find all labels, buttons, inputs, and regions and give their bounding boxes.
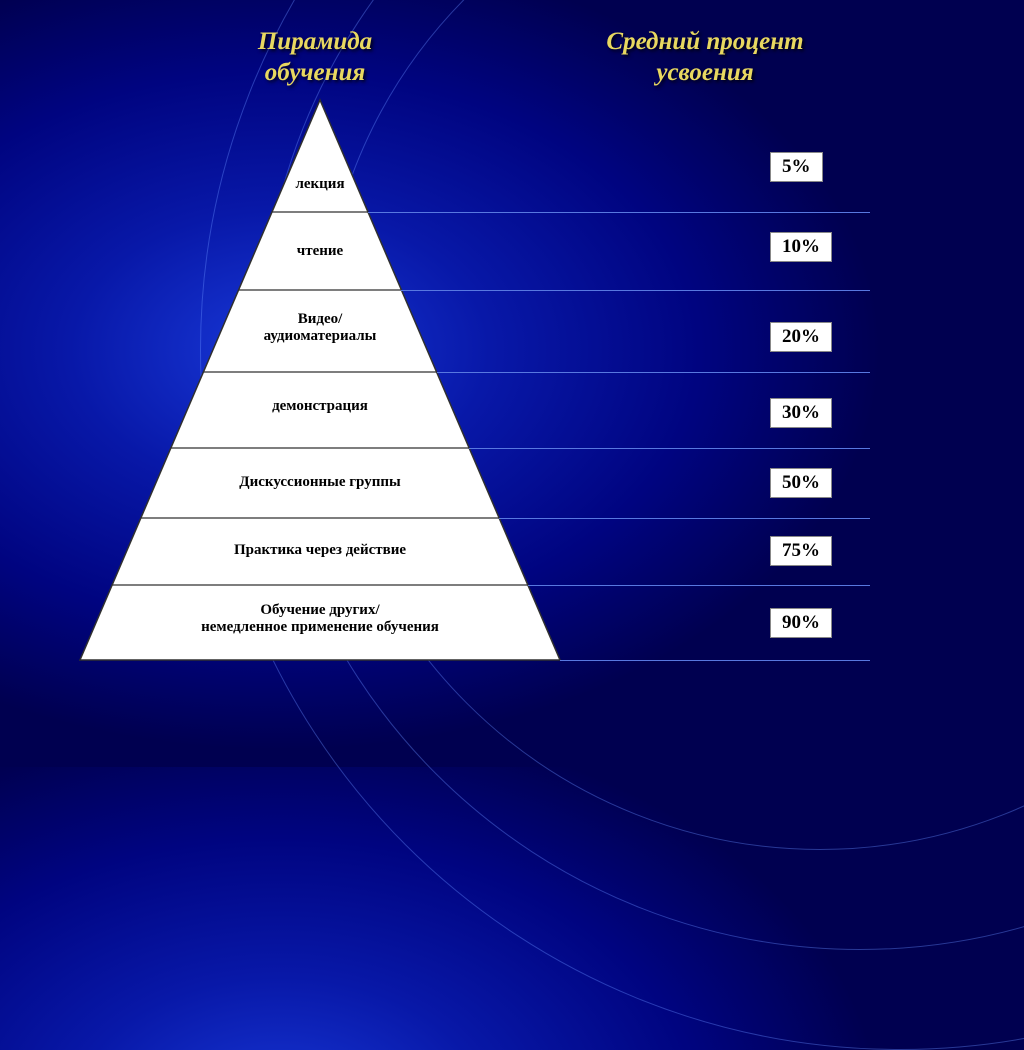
row-divider	[401, 290, 870, 291]
row-divider	[499, 518, 870, 519]
row-divider	[528, 585, 870, 586]
pyramid-layer-label: Видео/ аудиоматериалы	[80, 311, 560, 346]
percent-box: 30%	[770, 398, 832, 428]
percent-box: 50%	[770, 468, 832, 498]
heading-left: Пирамида обучения	[185, 26, 445, 89]
pyramid-layer-label: демонстрация	[80, 398, 560, 415]
percent-box: 75%	[770, 536, 832, 566]
percent-box: 10%	[770, 232, 832, 262]
heading-right: Средний процент усвоения	[555, 26, 855, 89]
percent-box: 90%	[770, 608, 832, 638]
row-divider	[469, 448, 870, 449]
pyramid-layer-label: чтение	[80, 243, 560, 260]
row-divider	[560, 660, 870, 661]
pyramid-layer-label: Обучение других/ немедленное применение …	[80, 602, 560, 637]
percent-box: 5%	[770, 152, 823, 182]
percent-box: 20%	[770, 322, 832, 352]
row-divider	[437, 372, 870, 373]
pyramid-layer-label: лекция	[80, 176, 560, 193]
pyramid-layer-label: Практика через действие	[80, 542, 560, 559]
row-divider	[368, 212, 870, 213]
pyramid-layer-label: Дискуссионные группы	[80, 474, 560, 491]
